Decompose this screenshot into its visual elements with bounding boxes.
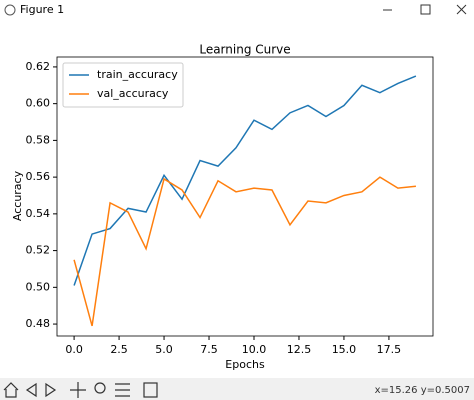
zoom-button[interactable]	[94, 382, 106, 394]
pan-button[interactable]	[70, 382, 86, 398]
y-tick-label: 0.56	[26, 170, 51, 183]
x-axis-label: Epochs	[225, 358, 265, 371]
legend-box	[62, 62, 184, 108]
app-icon	[4, 4, 16, 16]
window-title: Figure 1	[20, 3, 64, 16]
y-tick-label: 0.58	[26, 133, 51, 146]
y-tick-label: 0.54	[26, 207, 51, 220]
y-tick-label: 0.60	[26, 97, 51, 110]
x-tick-label: 5.0	[155, 343, 173, 356]
data-line	[73, 75, 417, 286]
x-tick-label: 15.0	[332, 343, 357, 356]
chart-title: Learning Curve	[199, 43, 290, 57]
configure-button[interactable]	[115, 383, 130, 397]
y-tick-label: 0.62	[26, 60, 51, 73]
x-tick-label: 12.5	[287, 343, 312, 356]
close-button[interactable]	[456, 4, 467, 15]
x-tick-label: 17.5	[377, 343, 402, 356]
y-tick-label: 0.48	[26, 317, 51, 330]
maximize-button[interactable]	[420, 4, 431, 15]
x-tick-label: 10.0	[242, 343, 267, 356]
forward-button[interactable]	[45, 382, 57, 398]
y-axis-label: Accuracy	[11, 170, 24, 221]
toolbar-icons	[3, 382, 158, 398]
back-button[interactable]	[25, 382, 37, 398]
legend-label: val_accuracy	[97, 87, 169, 100]
legend-label: train_accuracy	[97, 68, 178, 81]
status-text: x=15.26 y=0.5007	[375, 385, 470, 396]
y-tick-label: 0.52	[26, 244, 51, 257]
home-button[interactable]	[3, 382, 19, 398]
x-tick-label: 0.0	[65, 343, 83, 356]
y-tick-label: 0.50	[26, 280, 51, 293]
x-tick-label: 7.5	[200, 343, 218, 356]
x-tick-label: 2.5	[110, 343, 128, 356]
save-button[interactable]	[143, 382, 158, 398]
title-bar	[0, 0, 474, 22]
data-line	[73, 176, 416, 327]
